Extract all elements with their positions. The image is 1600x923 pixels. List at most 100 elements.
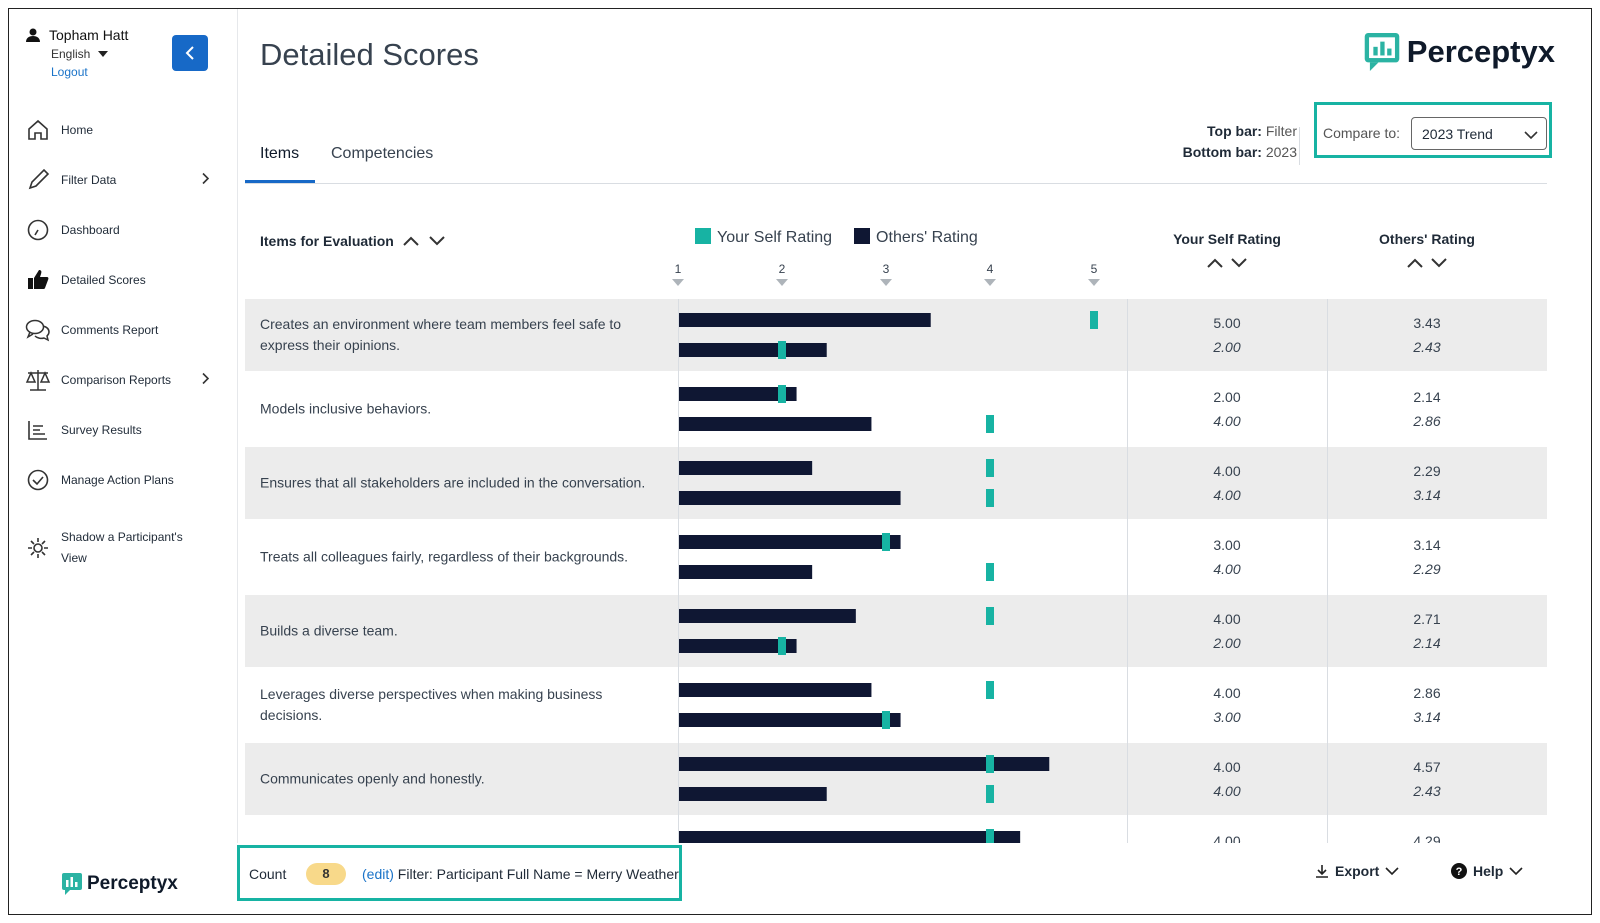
user-icon xyxy=(26,28,40,42)
header-divider xyxy=(1299,127,1300,165)
help-icon: ? xyxy=(1451,863,1467,879)
collapse-sidebar-button[interactable] xyxy=(172,35,208,71)
scale-tick-label: 3 xyxy=(882,262,890,276)
self-rating-marker xyxy=(882,711,890,729)
sidebar-item-label: Survey Results xyxy=(61,423,142,437)
export-button[interactable]: Export xyxy=(1315,863,1399,879)
scale-tick-marker xyxy=(984,279,996,286)
self-rating-marker xyxy=(778,341,786,359)
others-rating-trend-value: 2.43 xyxy=(1413,339,1441,355)
sort-asc-icon[interactable] xyxy=(1406,257,1424,269)
self-rating-value: 4.00 xyxy=(1213,463,1241,479)
bottom-bar-legend: Bottom bar: 2023 xyxy=(1129,142,1297,163)
rating-bars xyxy=(678,755,1050,803)
top-bar-value: Filter xyxy=(1265,123,1297,139)
sidebar-item-comments-report[interactable]: Comments Report xyxy=(25,317,158,343)
scale-icon xyxy=(25,367,51,393)
brand-text: Perceptyx xyxy=(1406,34,1555,69)
gear-icon xyxy=(25,535,51,561)
tab-items[interactable]: Items xyxy=(260,145,300,162)
active-tab-indicator xyxy=(245,180,315,183)
sidebar-item-label: Shadow a Participant's View xyxy=(61,530,183,565)
rating-bars xyxy=(678,829,1021,847)
compare-label: Compare to: xyxy=(1323,125,1401,141)
others-rating-bar xyxy=(678,683,872,697)
sidebar-item-manage-action-plans[interactable]: Manage Action Plans xyxy=(25,467,174,493)
sidebar-item-home[interactable]: Home xyxy=(25,117,93,143)
bar-list-icon xyxy=(25,417,51,443)
compare-select[interactable]: 2023 Trend xyxy=(1411,117,1547,150)
filter-highlight: Count 8 (edit) Filter: Participant Full … xyxy=(237,845,682,901)
self-rating-trend-value: 3.00 xyxy=(1213,709,1241,725)
item-text: Communicates openly and honestly. xyxy=(260,770,485,787)
sidebar-item-label: Detailed Scores xyxy=(61,273,146,287)
gauge-icon xyxy=(25,217,51,243)
table-row: Builds a diverse team. 4.00 2.00 2.71 2.14 xyxy=(245,595,1547,668)
others-rating-header: Others' Rating xyxy=(1379,231,1475,247)
top-bar-legend: Top bar: Filter xyxy=(1129,121,1297,142)
chevron-down-icon xyxy=(1385,867,1399,876)
self-rating-marker xyxy=(778,385,786,403)
footer-bar: Count 8 (edit) Filter: Participant Full … xyxy=(237,843,1591,914)
chat-bubbles-icon xyxy=(25,317,51,343)
rating-bars xyxy=(678,681,994,729)
count-badge: 8 xyxy=(306,863,346,885)
export-label: Export xyxy=(1335,863,1380,879)
sidebar-item-comparison-reports[interactable]: Comparison Reports xyxy=(25,367,215,393)
rating-bars xyxy=(678,311,1098,359)
bottom-bar-value: 2023 xyxy=(1265,144,1297,160)
sidebar-item-filter-data[interactable]: Filter Data xyxy=(25,167,215,193)
sort-asc-icon[interactable] xyxy=(402,235,420,247)
self-rating-trend-value: 4.00 xyxy=(1213,487,1241,503)
rating-bars xyxy=(678,385,994,433)
help-button[interactable]: ? Help xyxy=(1451,863,1523,879)
top-bar-label: Top bar: xyxy=(1207,123,1262,139)
legend-self-label: Your Self Rating xyxy=(717,229,833,246)
legend-others-label: Others' Rating xyxy=(876,229,978,246)
scale-tick-label: 1 xyxy=(674,262,682,276)
scale-tick-marker xyxy=(880,279,892,286)
sidebar-item-label: Filter Data xyxy=(61,173,117,187)
compare-highlight: Compare to: 2023 Trend xyxy=(1314,102,1552,158)
column-divider xyxy=(1127,299,1128,847)
sort-desc-icon[interactable] xyxy=(428,235,446,247)
perceptyx-logo-icon xyxy=(1364,33,1400,71)
language-select[interactable]: English xyxy=(51,47,128,61)
brand-logo: Perceptyx xyxy=(1363,31,1555,73)
self-rating-trend-value: 2.00 xyxy=(1213,635,1241,651)
home-icon xyxy=(25,117,51,143)
others-rating-trend-value: 2.14 xyxy=(1413,635,1441,651)
tab-competencies[interactable]: Competencies xyxy=(331,145,434,162)
others-rating-bar xyxy=(678,313,931,327)
sort-desc-icon[interactable] xyxy=(1430,257,1448,269)
logout-link[interactable]: Logout xyxy=(51,65,88,79)
scale-tick-marker xyxy=(776,279,788,286)
svg-text:?: ? xyxy=(1456,866,1463,878)
self-rating-marker xyxy=(986,459,994,477)
self-rating-value: 5.00 xyxy=(1213,315,1241,331)
sidebar-item-dashboard[interactable]: Dashboard xyxy=(25,217,120,243)
app-window: Topham Hatt English Logout Home Filter D… xyxy=(8,8,1592,915)
rating-bars xyxy=(678,533,994,581)
sidebar-item-shadow-participant[interactable]: Shadow a Participant's View xyxy=(25,527,195,569)
items-column-header: Items for Evaluation xyxy=(260,233,446,249)
user-name: Topham Hatt xyxy=(49,27,129,43)
sidebar-item-detailed-scores[interactable]: Detailed Scores xyxy=(25,267,146,293)
legend-self-swatch xyxy=(695,228,711,244)
sort-asc-icon[interactable] xyxy=(1206,257,1224,269)
user-row: Topham Hatt xyxy=(25,27,128,43)
self-rating-marker xyxy=(986,563,994,581)
sidebar-item-survey-results[interactable]: Survey Results xyxy=(25,417,142,443)
chevron-right-icon xyxy=(201,372,210,388)
others-rating-bar xyxy=(678,387,797,401)
edit-filter-link[interactable]: (edit) xyxy=(362,866,394,882)
self-rating-value: 4.00 xyxy=(1213,759,1241,775)
chart-axis-line xyxy=(678,299,679,847)
bar-legend: Top bar: Filter Bottom bar: 2023 xyxy=(1129,121,1297,163)
sort-desc-icon[interactable] xyxy=(1230,257,1248,269)
rating-bars xyxy=(678,607,994,655)
self-rating-marker xyxy=(986,755,994,773)
others-rating-bar xyxy=(678,491,901,505)
chevron-right-icon xyxy=(201,172,210,188)
table-row: Communicates openly and honestly. 4.00 4.0… xyxy=(245,743,1547,816)
